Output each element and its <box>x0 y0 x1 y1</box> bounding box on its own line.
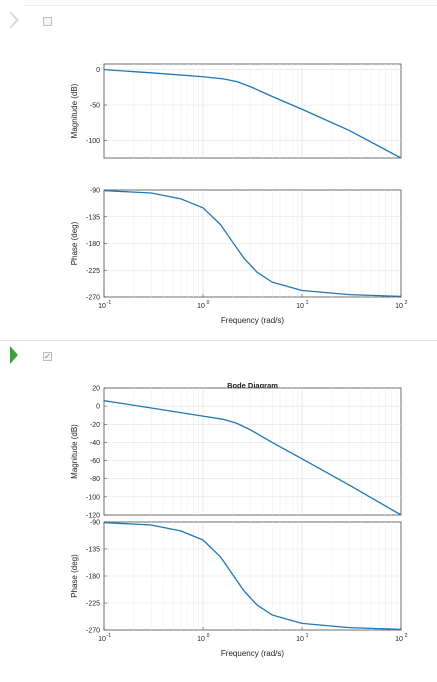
magnitude-ytick-label: -40 <box>90 440 100 447</box>
option-b-checkbox[interactable]: ✓ <box>43 352 52 361</box>
phase-ytick-label: -270 <box>86 295 100 302</box>
phase-ytick-label: -90 <box>90 188 100 195</box>
bode-diagram-b: Bode Diagram200-20-40-60-80-100-120Magni… <box>70 381 408 658</box>
magnitude-response-line <box>103 400 402 516</box>
phase-ytick-label: -90 <box>90 520 100 527</box>
top-divider <box>24 5 437 6</box>
xtick-exponent: -1 <box>107 633 112 639</box>
chart-xlabel: Frequency (rad/s) <box>221 649 284 658</box>
xtick-exponent: 0 <box>207 300 210 306</box>
phase-ytick-label: -225 <box>86 268 100 275</box>
xtick-exponent: 1 <box>306 633 309 639</box>
magnitude-ytick-label: -80 <box>90 476 100 483</box>
magnitude-ytick-label: 0 <box>96 404 100 411</box>
xtick-label: 10 <box>395 636 403 643</box>
magnitude-ytick-label: -120 <box>86 513 100 520</box>
phase-response-line <box>103 521 402 631</box>
magnitude-ylabel: Magnitude (dB) <box>70 83 79 138</box>
xtick-label: 10 <box>98 303 106 310</box>
magnitude-ytick-label: -60 <box>90 458 100 465</box>
magnitude-ytick-label: 0 <box>96 67 100 74</box>
answer-option-b[interactable]: ✓ Bode Diagram 20 0 -20 -40 -60 -80 -100 -120 Mag… <box>0 340 437 682</box>
magnitude-axes-box <box>103 63 402 159</box>
option-divider <box>0 340 437 341</box>
phase-ylabel: Phase (deg) <box>70 221 79 265</box>
xtick-exponent: 2 <box>405 633 408 639</box>
magnitude-ytick-label: -50 <box>90 102 100 109</box>
xtick-exponent: 1 <box>306 300 309 306</box>
xtick-label: 10 <box>296 636 304 643</box>
xtick-label: 10 <box>98 636 106 643</box>
xtick-label: 10 <box>197 303 205 310</box>
xtick-exponent: 2 <box>405 300 408 306</box>
magnitude-response-line <box>103 69 402 159</box>
magnitude-ytick-label: -20 <box>90 422 100 429</box>
phase-ytick-label: -180 <box>86 241 100 248</box>
magnitude-ytick-label: -100 <box>86 138 100 145</box>
xtick-exponent: -1 <box>107 300 112 306</box>
xtick-exponent: 0 <box>207 633 210 639</box>
phase-ytick-label: -225 <box>86 601 100 608</box>
option-a-checkbox[interactable] <box>43 17 52 26</box>
magnitude-ytick-label: -100 <box>86 494 100 501</box>
phase-ytick-label: -135 <box>86 547 100 554</box>
chevron-filled-icon <box>10 346 18 364</box>
phase-response-line <box>103 189 402 298</box>
chart-title: Bode Diagram <box>227 381 278 390</box>
phase-ytick-label: -135 <box>86 214 100 221</box>
phase-ytick-label: -180 <box>86 574 100 581</box>
phase-ytick-label: -270 <box>86 628 100 635</box>
magnitude-ylabel: Magnitude (dB) <box>70 424 79 479</box>
magnitude-axes-box <box>103 387 402 516</box>
magnitude-ytick-label: 20 <box>92 386 100 393</box>
xtick-label: 10 <box>296 303 304 310</box>
chart-xlabel: Frequency (rad/s) <box>221 316 284 325</box>
xtick-label: 10 <box>197 636 205 643</box>
phase-ylabel: Phase (deg) <box>70 554 79 598</box>
xtick-label: 10 <box>395 303 403 310</box>
